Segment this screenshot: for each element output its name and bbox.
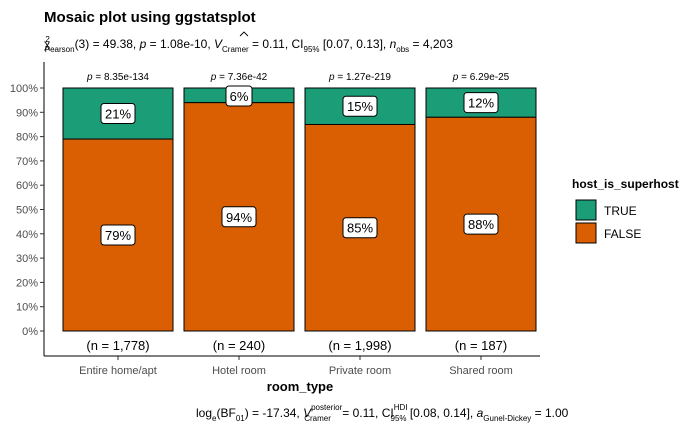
chart-title: Mosaic plot using ggstatsplot [44, 9, 256, 26]
x-tick-label: Entire home/apt [79, 365, 157, 377]
percent-label-box [221, 206, 257, 228]
x-tick-label: Hotel room [212, 365, 266, 377]
bar-group: 88% 12% p = 6.29e-25 (n = 187) [425, 72, 537, 353]
bars: 79% 21% p = 8.35e-134 (n = 1,778) 94% 6% p = 7… [62, 72, 537, 353]
percent-label-box [463, 92, 499, 114]
y-tick-label: 60% [16, 180, 38, 192]
legend-title: host_is_superhost [572, 177, 679, 191]
bar-group: 85% 15% p = 1.27e-219 (n = 1,998) [304, 72, 416, 353]
legend-items: TRUE FALSE [575, 199, 641, 244]
legend-swatch [575, 222, 597, 244]
legend-label: TRUE [604, 204, 637, 218]
bar-group: 79% 21% p = 8.35e-134 (n = 1,778) [62, 72, 174, 353]
percent-label: 79% [105, 228, 131, 243]
percent-label-box [100, 224, 136, 246]
percent-label: 94% [226, 210, 252, 225]
bar-pvalue: p = 1.27e-219 [328, 72, 391, 83]
bar-pvalue: p = 8.35e-134 [86, 72, 149, 83]
bar-n-label: (n = 1,998) [328, 338, 391, 353]
x-axis-label: room_type [267, 379, 333, 394]
percent-label-box [100, 103, 136, 125]
percent-label-box [225, 85, 253, 107]
percent-label: 21% [105, 107, 131, 122]
y-axis-ticks: 0% 10% 20% 30% 40% 50% 60% 70% 80% 90% 100% [10, 83, 44, 338]
legend-swatch [575, 199, 597, 221]
bar-n-label: (n = 240) [213, 338, 265, 353]
chart-caption: loge(BF01) = -17.34, Vposterior Cramer = … [196, 403, 569, 423]
y-tick-label: 100% [10, 83, 38, 95]
x-axis-ticks: Entire home/apt Hotel room Private room Sha… [44, 355, 540, 377]
percent-label: 85% [347, 221, 373, 236]
percent-label-box [342, 217, 378, 239]
v-hat-icon [239, 31, 249, 37]
y-tick-label: 50% [16, 205, 38, 217]
chart-subtitle: χ2 Pearson(3) = 49.38, p = 1.08e-10, VCra… [44, 35, 453, 54]
y-tick-label: 40% [16, 229, 38, 241]
percent-label: 15% [347, 99, 373, 114]
percent-label: 12% [468, 96, 494, 111]
percent-label: 88% [468, 217, 494, 232]
y-tick-label: 80% [16, 132, 38, 144]
bar-n-label: (n = 1,778) [86, 338, 149, 353]
bar-pvalue: p = 7.36e-42 [210, 72, 268, 83]
legend-label: FALSE [604, 227, 641, 241]
x-tick-label: Private room [329, 365, 391, 377]
plot-area: 0% 10% 20% 30% 40% 50% 60% 70% 80% 90% 100% 79% 21%… [10, 62, 540, 377]
legend: host_is_superhost TRUE FALSE [572, 177, 679, 244]
percent-label-box [463, 213, 499, 235]
y-tick-label: 0% [22, 326, 38, 338]
y-tick-label: 30% [16, 253, 38, 265]
percent-label: 6% [230, 89, 249, 104]
bar-n-label: (n = 187) [455, 338, 507, 353]
bar-pvalue: p = 6.29e-25 [452, 72, 510, 83]
percent-label-box [342, 95, 378, 117]
y-tick-label: 90% [16, 107, 38, 119]
bar-group: 94% 6% p = 7.36e-42 (n = 240) [183, 72, 295, 353]
x-tick-label: Shared room [449, 365, 513, 377]
y-tick-label: 10% [16, 302, 38, 314]
y-tick-label: 20% [16, 277, 38, 289]
y-tick-label: 70% [16, 156, 38, 168]
